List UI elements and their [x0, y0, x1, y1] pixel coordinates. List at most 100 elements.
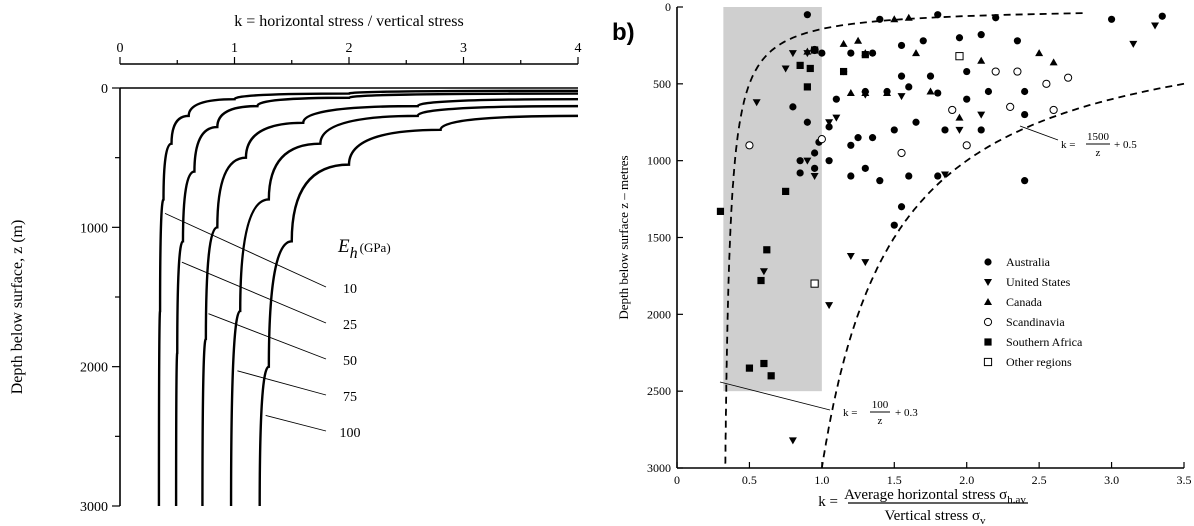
x-tick-label: 3.0	[1104, 473, 1119, 487]
data-point-united-states	[977, 111, 986, 119]
data-point-australia	[847, 141, 855, 149]
upper-bound-leader	[1019, 125, 1059, 141]
data-point-united-states	[846, 252, 855, 260]
data-point-scandinavia	[1064, 73, 1073, 82]
y-tick-label: 0	[101, 82, 108, 97]
curve-10	[157, 89, 579, 507]
x-tick-label: 0	[117, 41, 124, 56]
x-tick-label: 1	[231, 41, 238, 56]
data-point-canada	[1035, 49, 1044, 57]
data-point-southern-africa	[745, 364, 754, 372]
leader-10	[164, 212, 327, 288]
data-point-canada	[955, 113, 964, 121]
data-point-canada	[977, 56, 986, 64]
data-point-southern-africa	[763, 246, 771, 254]
data-point-united-states	[861, 259, 870, 267]
data-point-united-states	[759, 268, 768, 276]
y-axis-label: Depth below surface z – metres	[616, 155, 631, 319]
data-point-southern-africa	[767, 372, 775, 380]
x-tick-label: 2.0	[959, 473, 974, 487]
y-axis-label: Depth below surface, z (m)	[9, 220, 26, 395]
data-point-united-states	[788, 437, 797, 445]
data-point-southern-africa	[839, 67, 848, 76]
y-tick-label: 3000	[80, 500, 108, 515]
xlabel-prefix: k =	[818, 494, 838, 510]
panel-label: b)	[612, 19, 635, 46]
shaded-band	[723, 7, 822, 392]
data-point-southern-africa	[806, 64, 814, 73]
data-point-australia	[977, 126, 985, 134]
data-point-australia	[847, 172, 855, 180]
legend-label: Scandinavia	[1006, 315, 1065, 329]
data-point-australia	[803, 11, 811, 19]
xlabel-denominator: Vertical stress σv	[884, 508, 986, 526]
curve-label: 50	[343, 354, 357, 369]
upper-bound-const: + 0.5	[1114, 139, 1137, 151]
data-point-scandinavia	[1006, 102, 1015, 111]
data-point-australia	[847, 49, 855, 57]
xlabel-denominator-sub: v	[980, 515, 986, 526]
curve-label: 75	[343, 390, 357, 405]
data-point-australia	[811, 164, 819, 172]
data-point-scandinavia	[962, 141, 971, 150]
data-point-australia	[890, 126, 898, 134]
upper-bound-den: z	[1096, 147, 1101, 159]
data-point-australia	[941, 126, 949, 134]
data-point-australia	[934, 89, 942, 97]
data-point-australia	[1013, 37, 1022, 45]
curve-label: 10	[343, 282, 357, 297]
data-point-scandinavia	[948, 105, 957, 115]
data-point-australia	[796, 169, 804, 177]
data-point-australia	[803, 118, 811, 126]
data-point-scandinavia	[817, 135, 826, 144]
data-point-australia	[963, 95, 971, 103]
lower-bound-k: k =	[843, 407, 857, 419]
data-point-australia	[825, 157, 833, 165]
data-point-australia	[992, 14, 1000, 22]
legend-marker	[984, 279, 992, 286]
y-tick-label: 2000	[80, 361, 108, 376]
data-point-other-regions	[810, 279, 819, 288]
data-point-canada	[926, 87, 935, 95]
data-point-australia	[854, 134, 862, 142]
data-point-scandinavia	[1042, 79, 1051, 88]
data-point-australia	[861, 164, 869, 172]
y-tick-label: 3000	[647, 461, 671, 475]
y-tick-label: 0	[665, 0, 671, 14]
legend-marker	[984, 258, 992, 266]
lower-bound-curve	[724, 12, 1083, 468]
data-point-united-states	[788, 50, 797, 58]
data-point-southern-africa	[796, 61, 804, 69]
y-tick-label: 2500	[647, 384, 671, 398]
data-point-united-states	[955, 126, 964, 134]
upper-bound-curve	[821, 82, 1185, 469]
data-point-southern-africa	[861, 51, 869, 59]
data-point-canada	[839, 39, 848, 47]
data-point-australia	[825, 123, 833, 131]
legend-marker	[983, 317, 993, 327]
data-point-australia	[876, 15, 884, 23]
data-point-australia	[1107, 15, 1116, 23]
data-point-australia	[977, 31, 985, 39]
data-point-australia	[905, 83, 913, 91]
data-point-australia	[811, 149, 819, 157]
data-point-united-states	[940, 171, 949, 179]
data-point-united-states	[1129, 40, 1138, 48]
data-point-united-states	[803, 157, 812, 165]
data-point-australia	[818, 49, 826, 57]
data-point-australia	[890, 221, 898, 229]
xlabel-denominator-text: Vertical stress σ	[884, 508, 980, 524]
y-tick-label: 1000	[80, 221, 108, 236]
data-point-australia	[876, 177, 884, 185]
data-point-southern-africa	[803, 83, 811, 91]
curve-50	[201, 97, 579, 507]
data-point-scandinavia	[745, 141, 754, 150]
data-point-scandinavia	[1013, 67, 1022, 76]
data-point-canada	[904, 13, 913, 21]
x-tick-label: 0.5	[742, 473, 757, 487]
legend-title: Eh (GPa)	[337, 236, 391, 262]
legend-label: United States	[1006, 275, 1071, 289]
curve-25	[174, 92, 579, 507]
y-tick-label: 500	[653, 77, 671, 91]
